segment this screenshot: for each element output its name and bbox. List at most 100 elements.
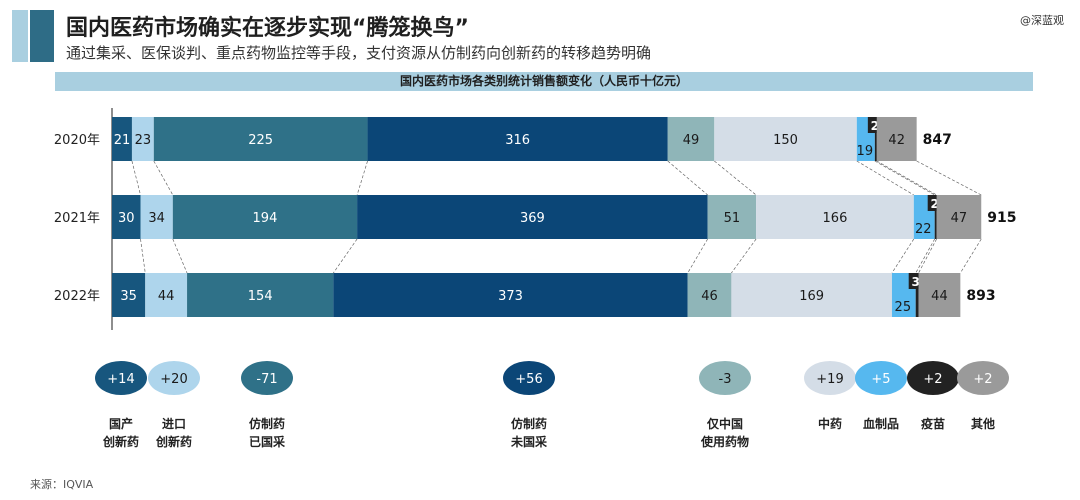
bar-value-label: 166 — [823, 211, 848, 226]
connector-line — [891, 238, 915, 274]
bar-value-label: 369 — [520, 211, 545, 226]
change-oval — [241, 361, 293, 395]
connector-line — [131, 160, 141, 196]
series-label: 血制品 — [863, 416, 899, 431]
bar-value-label: 25 — [895, 300, 912, 315]
bar-value-label: 35 — [120, 289, 137, 304]
bar-value-label: 46 — [701, 289, 718, 304]
change-oval — [148, 361, 200, 395]
bar-value-label: 34 — [148, 211, 165, 226]
category-label: 2020年 — [54, 133, 100, 148]
bar-value-label: 44 — [931, 289, 948, 304]
bar-value-label: 3 — [912, 275, 920, 289]
bar-value-label: 49 — [683, 133, 700, 148]
change-oval — [907, 361, 959, 395]
series-label: 进口 — [162, 416, 186, 431]
chart-title: 国内医药市场各类别统计销售额变化（人民币十亿元） — [55, 72, 1033, 91]
category-label: 2021年 — [54, 211, 100, 226]
series-label: 中药 — [818, 416, 842, 431]
bar-segment — [714, 117, 857, 161]
change-oval — [699, 361, 751, 395]
connector-line — [960, 238, 982, 274]
bar-segment — [367, 117, 668, 161]
change-value: +2 — [973, 372, 992, 387]
bar-value-label: 2 — [871, 119, 879, 133]
connector-line — [667, 160, 708, 196]
bar-segment — [172, 195, 358, 239]
connector-line — [140, 238, 146, 274]
bar-segment — [936, 195, 982, 239]
series-label: 其他 — [971, 416, 995, 431]
bar-value-label: 225 — [248, 133, 273, 148]
bar-segment — [731, 273, 892, 317]
series-label: 仅中国 — [706, 416, 743, 431]
bar-segment — [687, 273, 732, 317]
bar-segment — [131, 117, 154, 161]
total-label: 847 — [923, 132, 952, 148]
connector-line — [714, 160, 757, 196]
bar-segment — [153, 117, 368, 161]
change-value: +5 — [871, 372, 890, 387]
source-note: 来源：IQVIA — [30, 478, 94, 491]
bar-segment — [667, 117, 715, 161]
change-oval — [95, 361, 147, 395]
connector-line — [874, 160, 935, 196]
bar-value-label: 316 — [505, 133, 530, 148]
change-value: -71 — [256, 372, 277, 387]
series-label: 仿制药 — [511, 416, 547, 431]
total-label: 915 — [987, 210, 1016, 226]
bar-value-label: 19 — [857, 144, 874, 159]
bar-segment — [112, 117, 132, 161]
change-value: -3 — [719, 372, 732, 387]
bar-value-label: 373 — [498, 289, 523, 304]
bar-value-label: 150 — [773, 133, 798, 148]
title-accent-light — [12, 10, 28, 62]
bar-value-label: 51 — [724, 211, 741, 226]
bar-segment — [145, 273, 188, 317]
bar-segment — [140, 195, 173, 239]
bar-value-label: 2 — [931, 197, 939, 211]
bar-segment — [707, 195, 757, 239]
bar-segment — [934, 195, 937, 239]
bar-segment — [112, 195, 141, 239]
series-label: 疫苗 — [921, 416, 945, 431]
series-label: 已国采 — [249, 434, 285, 449]
connector-line — [916, 160, 982, 196]
bar-value-label: 169 — [799, 289, 824, 304]
bar-segment — [187, 273, 334, 317]
bar-value-label: 194 — [253, 211, 278, 226]
connector-line — [918, 238, 937, 274]
watermark: @深蓝观 — [1020, 14, 1064, 27]
change-oval — [855, 361, 907, 395]
bar-value-label: 42 — [888, 133, 905, 148]
bar-value-label: 21 — [114, 133, 131, 148]
bar-segment — [333, 273, 688, 317]
change-oval — [503, 361, 555, 395]
bar-segment — [357, 195, 708, 239]
change-value: +20 — [160, 372, 187, 387]
total-label: 893 — [966, 288, 995, 304]
title-accent-dark — [30, 10, 54, 62]
series-label: 使用药物 — [700, 434, 749, 449]
connector-line — [153, 160, 174, 196]
category-label: 2022年 — [54, 289, 100, 304]
bar-value-label: 23 — [135, 133, 152, 148]
change-value: +14 — [107, 372, 134, 387]
series-label: 仿制药 — [249, 416, 285, 431]
bar-value-label: 44 — [158, 289, 175, 304]
bar-segment — [874, 117, 877, 161]
change-oval — [957, 361, 1009, 395]
bar-value-label: 47 — [951, 211, 968, 226]
series-label: 创新药 — [102, 434, 139, 449]
page-subtitle: 通过集采、医保谈判、重点药物监控等手段，支付资源从仿制药向创新药的转移趋势明确 — [66, 44, 652, 62]
connector-line — [915, 238, 936, 274]
connector-line — [172, 238, 188, 274]
page-title: 国内医药市场确实在逐步实现“腾笼换鸟” — [66, 16, 469, 41]
bar-value-label: 154 — [248, 289, 273, 304]
bar-segment — [876, 117, 917, 161]
connector-line — [687, 238, 708, 274]
bar-segment — [915, 273, 919, 317]
connector-line — [333, 238, 358, 274]
series-label: 国产 — [109, 416, 133, 431]
